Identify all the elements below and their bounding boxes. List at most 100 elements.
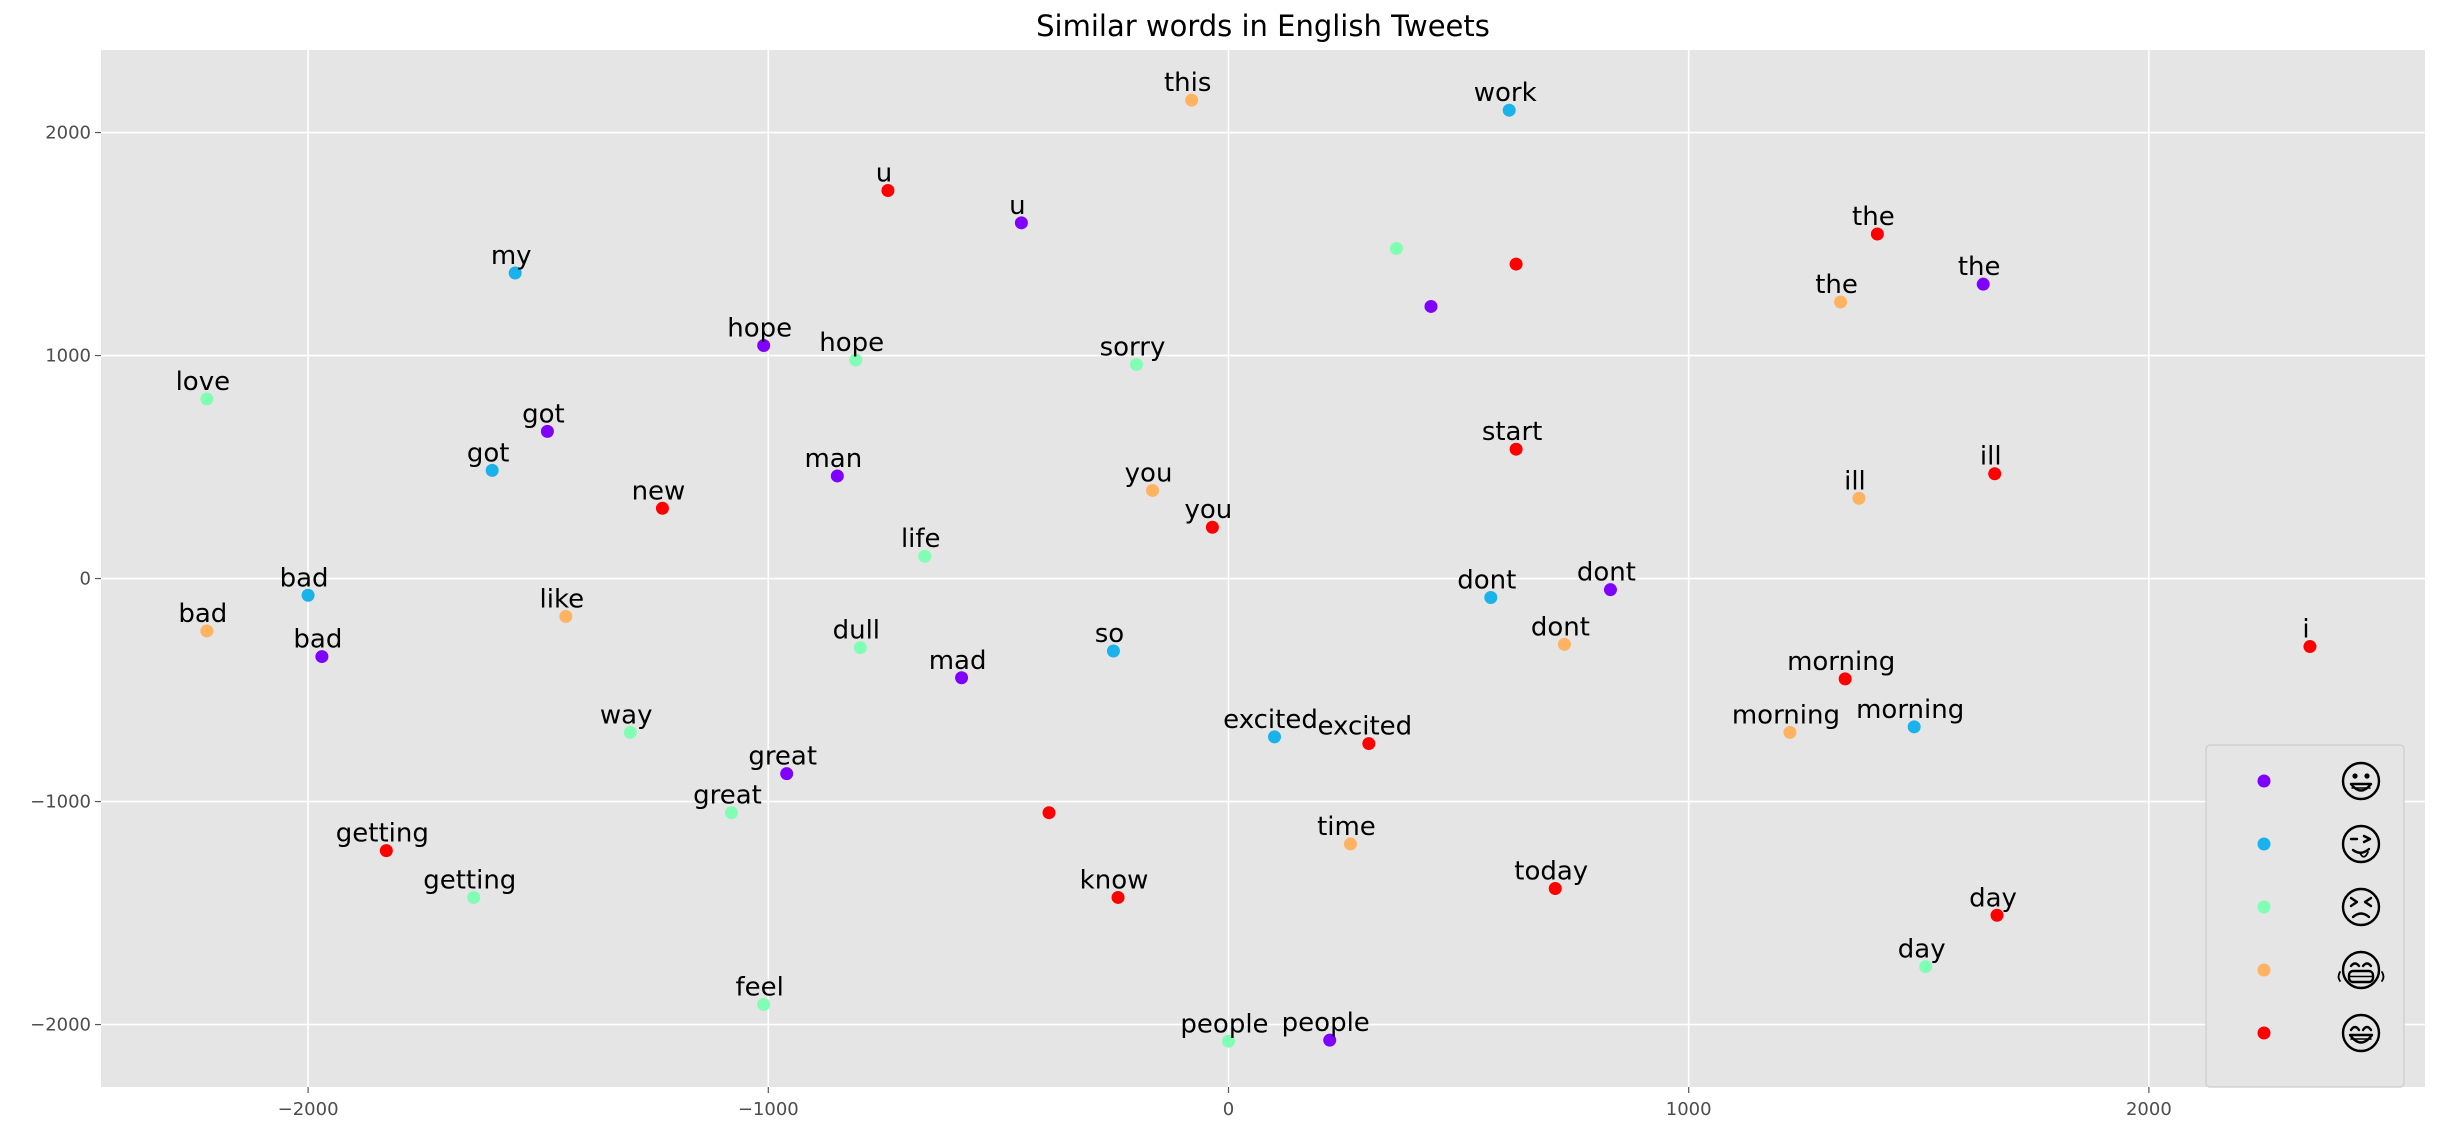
data-point bbox=[1852, 491, 1866, 505]
data-point bbox=[559, 609, 573, 623]
point-label: you bbox=[1184, 495, 1232, 525]
point-label: the bbox=[1852, 202, 1895, 232]
point-label: mad bbox=[929, 646, 987, 676]
y-tick-label: 2000 bbox=[45, 123, 91, 144]
x-tick-label: 2000 bbox=[2126, 1099, 2172, 1120]
point-label: great bbox=[748, 742, 817, 772]
data-point bbox=[1783, 725, 1797, 739]
x-tick-label: 0 bbox=[1223, 1099, 1234, 1120]
data-point bbox=[918, 549, 932, 563]
data-point bbox=[2303, 640, 2317, 654]
point-label: great bbox=[693, 781, 762, 811]
point-label: sorry bbox=[1100, 332, 1166, 362]
data-point bbox=[1146, 483, 1160, 497]
data-point bbox=[1221, 1034, 1235, 1048]
point-label: getting bbox=[423, 865, 516, 895]
point-label: people bbox=[1282, 1008, 1370, 1038]
point-label: hope bbox=[727, 313, 792, 343]
data-point bbox=[1548, 882, 1562, 896]
data-point bbox=[1185, 93, 1199, 107]
data-point bbox=[508, 266, 522, 280]
point-label: today bbox=[1514, 857, 1588, 887]
data-point bbox=[200, 392, 214, 406]
point-label: you bbox=[1125, 458, 1173, 488]
data-point bbox=[1484, 590, 1498, 604]
point-label: feel bbox=[735, 972, 783, 1002]
point-label: excited bbox=[1318, 712, 1413, 742]
legend-marker bbox=[2257, 774, 2271, 788]
data-point bbox=[1509, 442, 1523, 456]
data-point bbox=[1424, 299, 1438, 313]
point-label: ill bbox=[1844, 466, 1866, 496]
y-tick-label: −1000 bbox=[30, 792, 91, 813]
point-label: man bbox=[804, 444, 862, 474]
data-point bbox=[379, 844, 393, 858]
data-point bbox=[1106, 644, 1120, 658]
point-label: morning bbox=[1856, 695, 1964, 725]
data-point bbox=[1129, 357, 1143, 371]
plot-area bbox=[101, 50, 2425, 1087]
point-label: new bbox=[632, 476, 686, 506]
x-tick-label: −1000 bbox=[738, 1099, 799, 1120]
grid-lines bbox=[101, 50, 2425, 1087]
data-point bbox=[1111, 890, 1125, 904]
legend-marker bbox=[2257, 963, 2271, 977]
data-points bbox=[200, 93, 2317, 1048]
point-label: bad bbox=[293, 625, 342, 655]
point-label: bad bbox=[178, 599, 227, 629]
point-label: the bbox=[1815, 270, 1858, 300]
x-tick-label: −2000 bbox=[278, 1099, 339, 1120]
chart-title: Similar words in English Tweets bbox=[1036, 9, 1490, 43]
data-point bbox=[757, 338, 771, 352]
point-label: i bbox=[2302, 615, 2309, 645]
point-label: dont bbox=[1577, 558, 1636, 588]
y-tick-label: 0 bbox=[80, 569, 91, 590]
point-label: hope bbox=[819, 328, 884, 358]
y-tick-label: −2000 bbox=[30, 1015, 91, 1036]
data-point bbox=[1205, 520, 1219, 534]
data-point bbox=[1014, 216, 1028, 230]
point-label: know bbox=[1080, 865, 1149, 895]
data-point bbox=[1509, 257, 1523, 271]
data-point bbox=[955, 671, 969, 685]
data-point bbox=[485, 463, 499, 477]
data-point bbox=[200, 624, 214, 638]
legend-marker bbox=[2257, 1026, 2271, 1040]
data-point bbox=[780, 767, 794, 781]
data-point bbox=[1557, 637, 1571, 651]
data-point bbox=[849, 353, 863, 367]
data-point bbox=[1268, 730, 1282, 744]
data-point bbox=[1389, 241, 1403, 255]
data-point bbox=[655, 501, 669, 515]
point-labels: u hope got man bad mad great people the dont my got… bbox=[176, 68, 2310, 1039]
point-label: this bbox=[1164, 68, 1211, 98]
point-label: u bbox=[876, 158, 892, 188]
data-point bbox=[1990, 908, 2004, 922]
point-label: work bbox=[1474, 78, 1537, 108]
data-point bbox=[1042, 806, 1056, 820]
data-point bbox=[724, 806, 738, 820]
data-point bbox=[1919, 960, 1933, 974]
data-point bbox=[1362, 737, 1376, 751]
grinning-face-icon bbox=[2341, 761, 2381, 801]
data-point bbox=[1502, 103, 1516, 117]
data-point bbox=[853, 641, 867, 655]
data-point bbox=[1870, 227, 1884, 241]
data-point bbox=[1976, 277, 1990, 291]
persevering-face-icon bbox=[2341, 887, 2381, 927]
point-label: my bbox=[491, 241, 532, 271]
point-label: getting bbox=[336, 819, 429, 849]
point-label: way bbox=[600, 700, 653, 730]
point-label: so bbox=[1095, 619, 1124, 649]
legend-marker bbox=[2257, 900, 2271, 914]
point-label: u bbox=[1009, 191, 1025, 221]
data-point bbox=[1907, 720, 1921, 734]
axis-ticks: −2000 −1000 0 1000 2000 −2000 −1000 0 1000 2000 bbox=[30, 123, 2172, 1120]
point-label: time bbox=[1317, 812, 1376, 842]
legend-marker bbox=[2257, 837, 2271, 851]
point-label: excited bbox=[1223, 705, 1318, 735]
data-point bbox=[881, 183, 895, 197]
point-label: day bbox=[1969, 883, 2017, 913]
point-label: life bbox=[901, 524, 941, 554]
